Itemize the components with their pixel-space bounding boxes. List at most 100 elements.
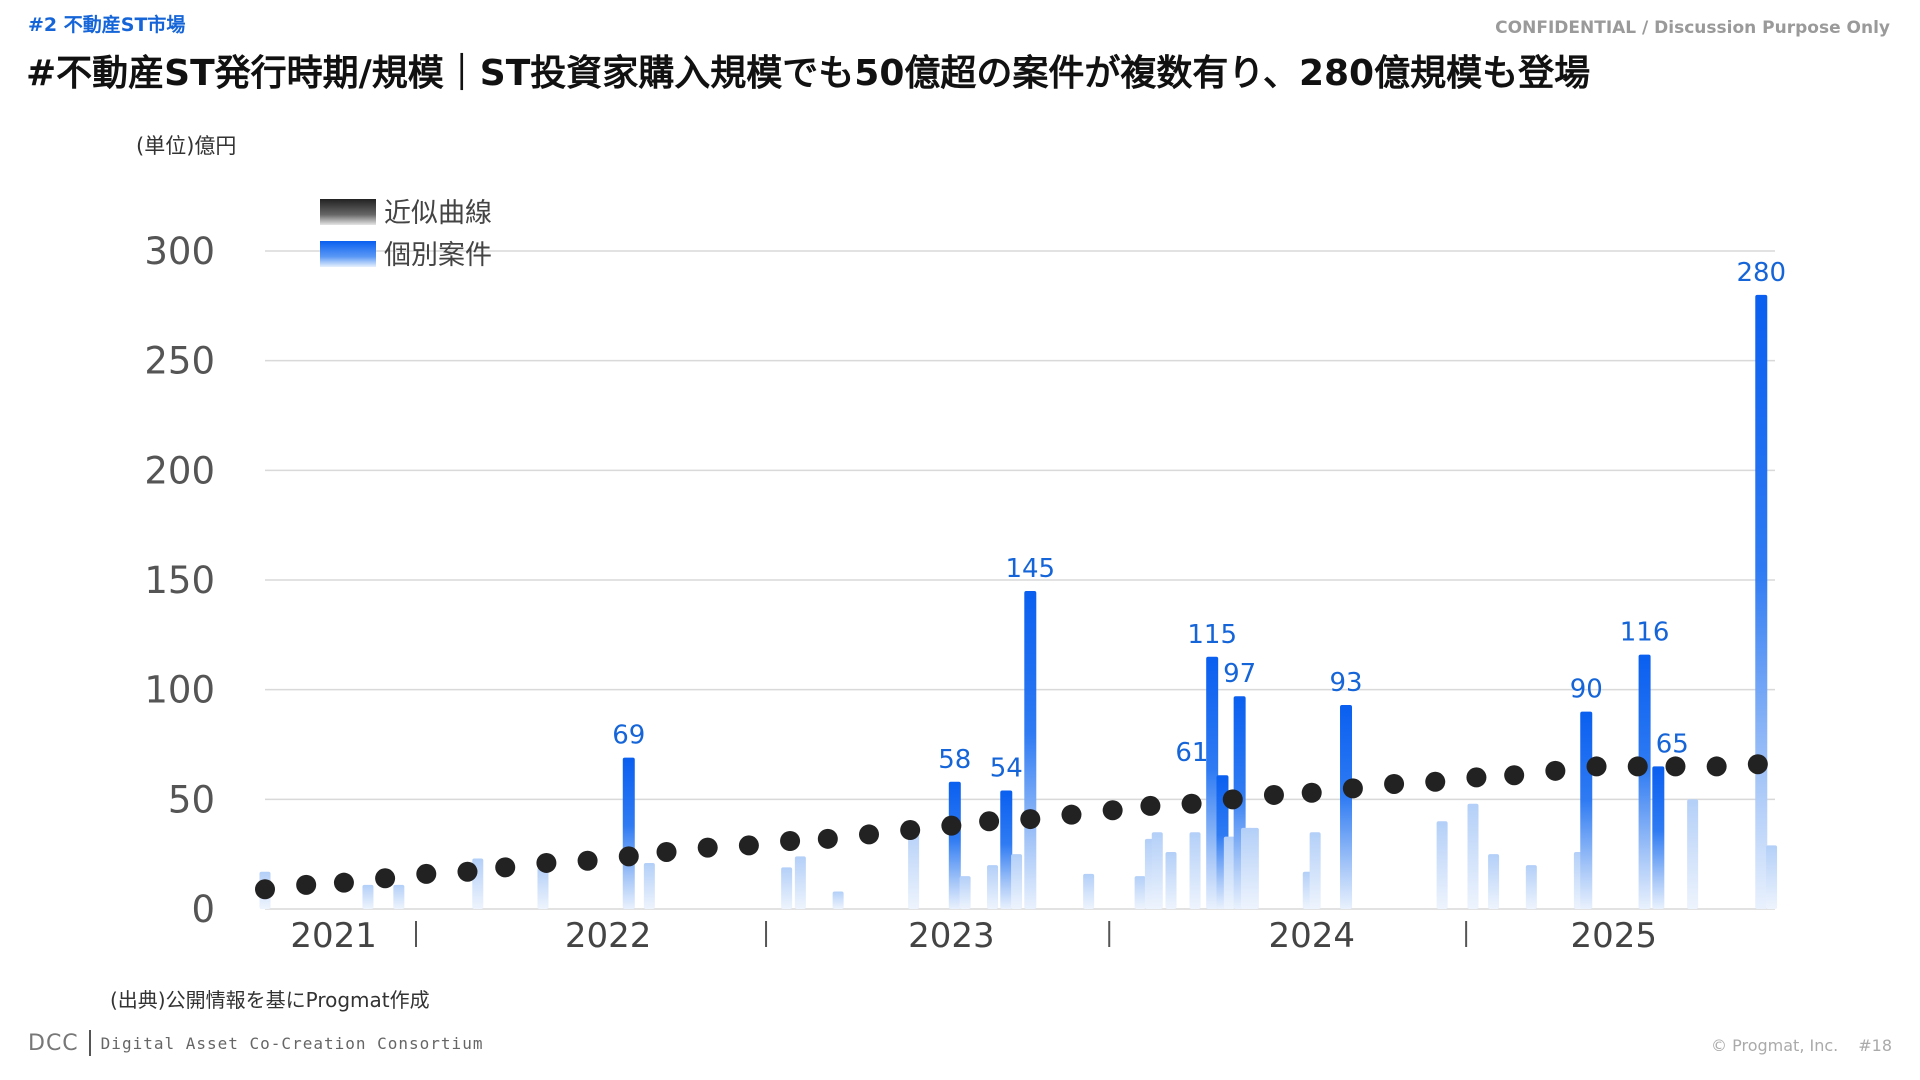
data-label: 93 — [1329, 668, 1362, 698]
x-year-label: 2025 — [1570, 916, 1657, 956]
bar — [1000, 790, 1013, 909]
bar — [1436, 821, 1448, 909]
data-label: 90 — [1570, 675, 1603, 705]
y-tick-label: 50 — [168, 778, 215, 821]
trend-point — [495, 857, 516, 878]
bar — [537, 867, 549, 909]
bar — [908, 827, 920, 909]
trend-point — [457, 861, 478, 882]
bar — [987, 865, 999, 909]
bar — [1206, 656, 1219, 909]
bar — [1165, 851, 1177, 909]
data-label: 115 — [1187, 620, 1237, 650]
bar — [1638, 654, 1651, 909]
trend-point — [1706, 756, 1727, 777]
bar — [1189, 832, 1201, 909]
bar — [1247, 827, 1259, 909]
trend-point — [1263, 784, 1284, 805]
bar-series — [259, 294, 1778, 909]
trend-point — [1061, 804, 1082, 825]
data-label: 61 — [1175, 738, 1208, 768]
confidential-notice: CONFIDENTIAL / Discussion Purpose Only — [1495, 18, 1890, 38]
trend-point — [536, 852, 557, 873]
trend-point — [738, 835, 759, 856]
bar — [1083, 873, 1095, 909]
trend-point — [1181, 793, 1202, 814]
trend-series — [255, 754, 1768, 900]
trend-point — [979, 811, 1000, 832]
copyright: © Progmat, Inc. — [1711, 1036, 1839, 1055]
trend-point — [817, 828, 838, 849]
data-label: 280 — [1736, 258, 1786, 288]
footer-meta: © Progmat, Inc. #18 — [1691, 1036, 1892, 1055]
x-year-label: 2023 — [908, 916, 995, 956]
bar — [1467, 803, 1479, 909]
trend-point — [1384, 773, 1405, 794]
consortium-name: Digital Asset Co-Creation Consortium — [100, 1033, 484, 1053]
bar — [948, 781, 961, 909]
bar — [1309, 832, 1321, 909]
footer-logo: DCC Digital Asset Co-Creation Consortium — [28, 1030, 483, 1056]
trend-point — [941, 815, 962, 836]
bar — [1525, 865, 1537, 909]
data-label: 69 — [612, 721, 645, 751]
data-label: 97 — [1223, 659, 1256, 689]
bar — [794, 856, 806, 909]
bar — [832, 891, 844, 909]
legend-swatch-bars — [320, 241, 376, 267]
bar — [1011, 854, 1023, 909]
trend-point — [577, 850, 598, 871]
section-tag: #2 不動産ST市場 — [28, 14, 186, 36]
trend-point — [375, 868, 396, 889]
data-labels: 69 58 54 145 115 61 97 93 90 116 65 280 — [612, 258, 1786, 784]
trend-point — [1020, 809, 1041, 830]
trend-point — [1425, 771, 1446, 792]
legend-swatch-trend — [320, 199, 376, 225]
bar — [393, 884, 405, 909]
trend-point — [1545, 760, 1566, 781]
bar — [959, 876, 971, 909]
data-label: 145 — [1005, 554, 1055, 584]
x-year-label: 2024 — [1268, 916, 1355, 956]
y-tick-label: 300 — [144, 230, 215, 273]
trend-point — [255, 879, 275, 900]
bar — [1580, 711, 1593, 909]
bar — [1340, 705, 1353, 909]
y-tick-label: 0 — [191, 888, 215, 931]
trend-point — [1504, 765, 1525, 786]
legend-label: 個別案件 — [384, 240, 492, 271]
y-tick-label: 150 — [144, 559, 215, 602]
y-tick-label: 200 — [144, 449, 215, 492]
trend-point — [900, 820, 921, 841]
bar — [1488, 854, 1500, 909]
axis-labels: 0 50 100 150 200 250 300 2021 2022 2023 2024 2025 — [144, 230, 1657, 956]
source-note: (出典)公開情報を基にProgmat作成 — [110, 988, 430, 1012]
bar — [1652, 766, 1665, 909]
trend-point — [618, 846, 639, 867]
data-label: 58 — [938, 745, 971, 775]
trend-point — [1342, 778, 1363, 799]
bar — [643, 862, 655, 909]
trend-point — [416, 863, 437, 884]
bar — [1687, 799, 1699, 909]
y-tick-label: 250 — [144, 340, 215, 383]
trend-point — [697, 837, 718, 858]
bar — [1151, 832, 1163, 909]
trend-point — [656, 841, 677, 862]
page-number: #18 — [1858, 1036, 1892, 1055]
page-title: #不動産ST発行時期/規模｜ST投資家購入規模でも50億超の案件が複数有り、28… — [26, 53, 1591, 94]
bar — [362, 884, 374, 909]
bar — [1755, 294, 1768, 909]
bar — [1134, 876, 1146, 909]
trend-point — [296, 874, 317, 895]
trend-point — [859, 824, 879, 845]
x-year-label: 2022 — [565, 916, 652, 956]
dcc-logo: DCC — [28, 1030, 79, 1056]
data-label: 116 — [1620, 618, 1670, 648]
trend-point — [1586, 756, 1607, 777]
bar — [781, 867, 793, 909]
data-label: 54 — [990, 754, 1023, 784]
trend-point — [780, 831, 801, 852]
